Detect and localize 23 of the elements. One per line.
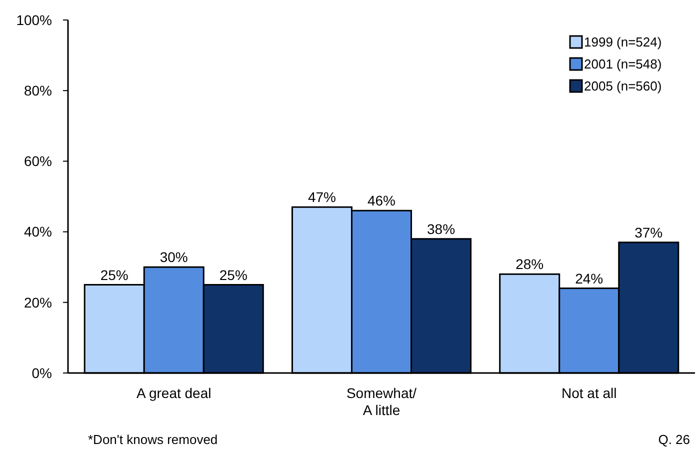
legend-label: 2001 (n=548)	[584, 56, 662, 72]
data-label: 47%	[308, 189, 336, 206]
data-label: 25%	[219, 266, 248, 283]
data-label: 28%	[516, 256, 544, 272]
data-label: 38%	[427, 220, 456, 237]
x-tick-label: Somewhat/ A little	[346, 385, 417, 418]
data-label: 46%	[367, 192, 396, 209]
y-tick-label: 40%	[24, 224, 52, 240]
y-tick-label: 100%	[16, 12, 52, 28]
y-tick-label: 60%	[24, 153, 52, 170]
x-tick-label: Not at all	[561, 385, 617, 401]
data-label: 30%	[160, 249, 188, 266]
legend-label: 2005 (n=560)	[584, 78, 662, 94]
y-tick-label: 0%	[32, 364, 52, 381]
text: Q. 26	[658, 432, 690, 447]
data-label: 25%	[100, 266, 128, 283]
text: *Don't knows removed	[88, 432, 218, 447]
y-tick-label: 20%	[24, 294, 52, 310]
data-label: 24%	[575, 270, 604, 286]
legend-label: 1999 (n=524)	[584, 34, 662, 50]
data-label: 37%	[634, 224, 663, 240]
y-tick-label: 80%	[24, 82, 52, 98]
x-tick-label: A great deal	[136, 385, 212, 401]
